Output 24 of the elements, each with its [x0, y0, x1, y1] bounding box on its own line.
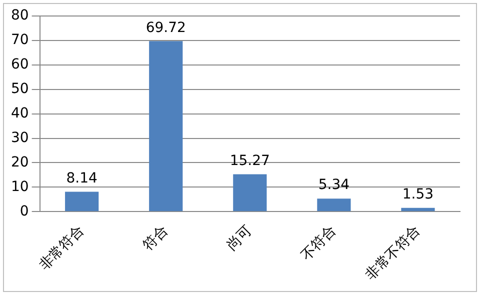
data-label: 8.14 [66, 170, 98, 186]
x-tick-label: 符合 [140, 222, 172, 254]
x-tick-label: 非常符合 [36, 222, 88, 274]
y-tick-label: 70 [10, 32, 29, 48]
data-label: 5.34 [318, 177, 350, 194]
x-tick-label: 不符合 [298, 222, 340, 264]
y-tick-label: 40 [10, 105, 29, 122]
bar [317, 198, 351, 212]
data-label: 15.27 [230, 152, 270, 169]
bar [65, 192, 99, 212]
x-tick-label: 非常不符合 [362, 222, 424, 284]
bar [149, 41, 183, 212]
y-tick-label: 50 [10, 81, 29, 97]
x-tick-label: 尚可 [224, 222, 256, 254]
bar [233, 174, 267, 212]
data-label: 69.72 [146, 20, 186, 36]
y-tick-label: 30 [10, 130, 29, 146]
y-tick-label: 20 [10, 154, 29, 170]
y-tick-label: 10 [10, 178, 29, 195]
y-tick-label: 0 [20, 203, 29, 220]
y-tick-label: 80 [10, 8, 29, 24]
y-tick-label: 60 [10, 56, 29, 73]
bar [401, 208, 435, 212]
data-label: 1.53 [402, 186, 434, 203]
